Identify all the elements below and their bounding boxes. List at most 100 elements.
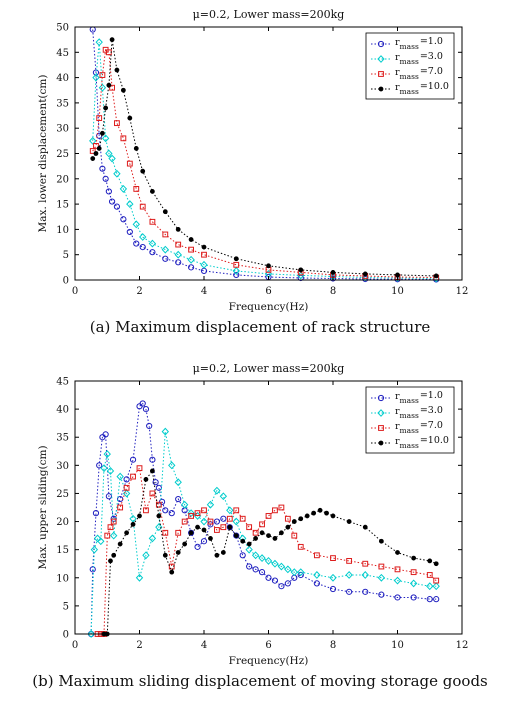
data-point-s2 — [129, 514, 137, 523]
data-point-s2 — [92, 73, 100, 82]
data-point-s3 — [233, 507, 240, 514]
data-point-s2 — [106, 467, 115, 475]
legend-label-2: rmass=3.0 — [395, 405, 443, 420]
data-point-s4 — [182, 541, 188, 547]
data-point-s3 — [346, 558, 353, 564]
data-point-s3 — [133, 186, 140, 192]
data-point-s1 — [200, 538, 208, 545]
data-point-s3 — [259, 521, 265, 528]
data-point-s4 — [175, 226, 181, 232]
data-point-s1 — [139, 244, 146, 251]
data-point-s3 — [155, 501, 162, 508]
data-point-s2 — [110, 531, 118, 540]
chart-sliding-displacement: μ=0.2, Lower mass=200kg 0 2 4 6 8 10 12 0 5 10 15 20… — [37, 362, 468, 667]
data-point-s3 — [297, 543, 304, 550]
data-point-s2 — [409, 579, 418, 588]
y-tick-label: 25 — [56, 489, 69, 500]
data-point-s4 — [90, 156, 96, 161]
data-point-s3 — [378, 563, 385, 570]
data-point-s1 — [239, 552, 246, 559]
x-tick-label: 8 — [330, 640, 336, 651]
data-point-s3 — [330, 555, 336, 561]
data-point-s2 — [119, 184, 128, 193]
data-point-s3 — [220, 524, 227, 531]
data-point-s3 — [110, 518, 117, 525]
legend-marker-4 — [378, 86, 384, 92]
y-tick-label: 40 — [56, 73, 69, 84]
data-point-s3 — [188, 246, 194, 253]
data-point-s2 — [277, 562, 286, 571]
data-point-s4 — [311, 510, 317, 516]
data-point-s4 — [111, 552, 117, 558]
data-point-s2 — [148, 239, 157, 248]
data-point-s1 — [258, 569, 266, 576]
legend-label-1: rmass=1.0 — [395, 36, 443, 51]
data-point-s2 — [174, 250, 182, 259]
data-point-s2 — [232, 266, 240, 275]
data-point-s4 — [140, 168, 146, 174]
data-point-s4 — [96, 146, 102, 151]
data-point-s3 — [214, 527, 220, 533]
data-point-s2 — [95, 38, 103, 47]
y-tick-label: 0 — [63, 630, 69, 641]
chart-title: μ=0.2, Lower mass=200kg — [193, 362, 345, 375]
caption-chart-a: (a) Maximum displacement of rack structu… — [89, 318, 431, 336]
caption-chart-b: (b) Maximum sliding displacement of movi… — [32, 672, 488, 690]
data-point-s3 — [313, 552, 320, 559]
data-point-s2 — [187, 509, 195, 518]
data-point-s2 — [105, 149, 113, 158]
data-point-s3 — [433, 577, 440, 584]
data-point-s2 — [313, 571, 321, 579]
data-point-s1 — [175, 259, 182, 266]
data-point-s4 — [114, 67, 120, 73]
data-point-s4 — [149, 189, 155, 194]
data-point-s1 — [133, 240, 140, 247]
data-point-s1 — [233, 271, 240, 279]
legend-marker-3 — [378, 425, 384, 431]
legend-label-3: rmass=7.0 — [395, 66, 443, 81]
legend-marker-1 — [377, 394, 385, 402]
series-line-3 — [97, 466, 437, 635]
data-point-s3 — [130, 473, 136, 480]
data-point-s4 — [149, 468, 155, 474]
data-point-s4 — [272, 536, 278, 541]
data-point-s2 — [101, 134, 110, 143]
data-point-s4 — [214, 552, 220, 558]
data-point-s4 — [195, 524, 200, 530]
series-line-2 — [90, 431, 437, 635]
data-point-s4 — [143, 476, 149, 482]
data-point-s4 — [433, 561, 439, 567]
data-point-s3 — [149, 490, 156, 497]
data-point-s4 — [124, 530, 129, 536]
data-point-s4 — [433, 273, 439, 279]
y-tick-label: 30 — [56, 461, 69, 472]
data-point-s2 — [232, 517, 240, 526]
data-point-s2 — [155, 523, 163, 532]
y-tick-label: 30 — [56, 124, 69, 135]
data-point-s1 — [220, 515, 227, 522]
data-point-s4 — [246, 541, 252, 547]
data-point-s3 — [107, 524, 114, 531]
data-point-s4 — [233, 533, 239, 539]
y-tick-label: 35 — [56, 433, 69, 444]
data-point-s3 — [226, 515, 233, 522]
data-point-s2 — [161, 245, 169, 254]
data-point-s4 — [120, 87, 126, 93]
data-point-s3 — [394, 566, 401, 573]
data-point-s4 — [278, 530, 284, 536]
data-point-s1 — [284, 580, 291, 587]
data-point-s1 — [271, 577, 279, 584]
data-point-s2 — [226, 506, 234, 515]
data-point-s2 — [142, 551, 150, 560]
data-point-s4 — [395, 550, 400, 555]
data-point-s2 — [329, 573, 337, 582]
data-point-s2 — [271, 559, 279, 568]
data-point-s3 — [96, 115, 103, 121]
data-point-s4 — [108, 558, 113, 564]
data-point-s4 — [227, 524, 233, 530]
data-point-s4 — [298, 516, 304, 522]
data-point-s4 — [117, 541, 123, 547]
legend-label-2: rmass=3.0 — [395, 51, 443, 66]
data-point-s3 — [99, 72, 106, 78]
y-tick-label: 35 — [56, 98, 69, 109]
